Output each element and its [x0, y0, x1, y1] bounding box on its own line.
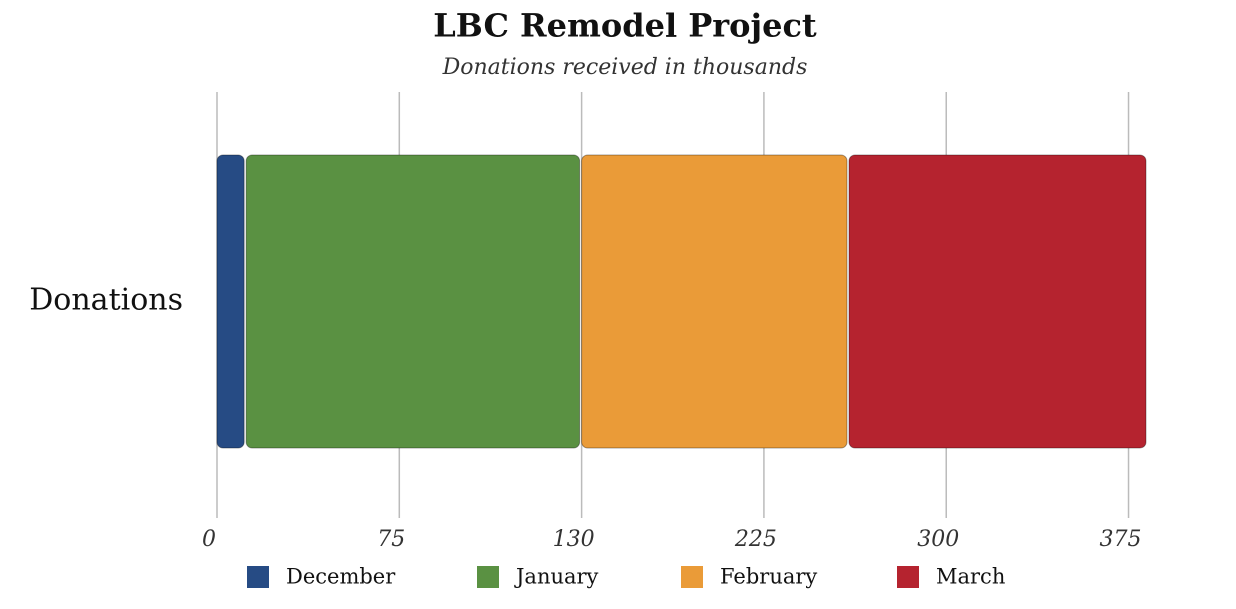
- x-tick-label: 375: [1100, 527, 1142, 552]
- legend-label: March: [936, 565, 1005, 589]
- chart-title: LBC Remodel Project: [433, 7, 817, 45]
- legend-label: February: [720, 565, 817, 589]
- legend-swatch: [247, 566, 269, 588]
- bar-segment: [848, 154, 1147, 449]
- bar-segment: [245, 154, 581, 449]
- x-tick-label: 0: [202, 527, 216, 552]
- bar-segment: [581, 154, 848, 449]
- legend-swatch: [897, 566, 919, 588]
- y-tick-label: Donations: [29, 283, 183, 318]
- legend-swatch: [477, 566, 499, 588]
- legend-label: January: [514, 565, 599, 589]
- chart-subtitle: Donations received in thousands: [442, 55, 808, 80]
- x-tick-label: 225: [734, 527, 777, 552]
- legend-label: December: [286, 565, 396, 589]
- x-tick-label: 130: [553, 527, 595, 552]
- x-tick-label: 300: [917, 527, 959, 552]
- bar-segment: [216, 154, 245, 449]
- x-tick-label: 75: [377, 527, 405, 552]
- legend-swatch: [681, 566, 703, 588]
